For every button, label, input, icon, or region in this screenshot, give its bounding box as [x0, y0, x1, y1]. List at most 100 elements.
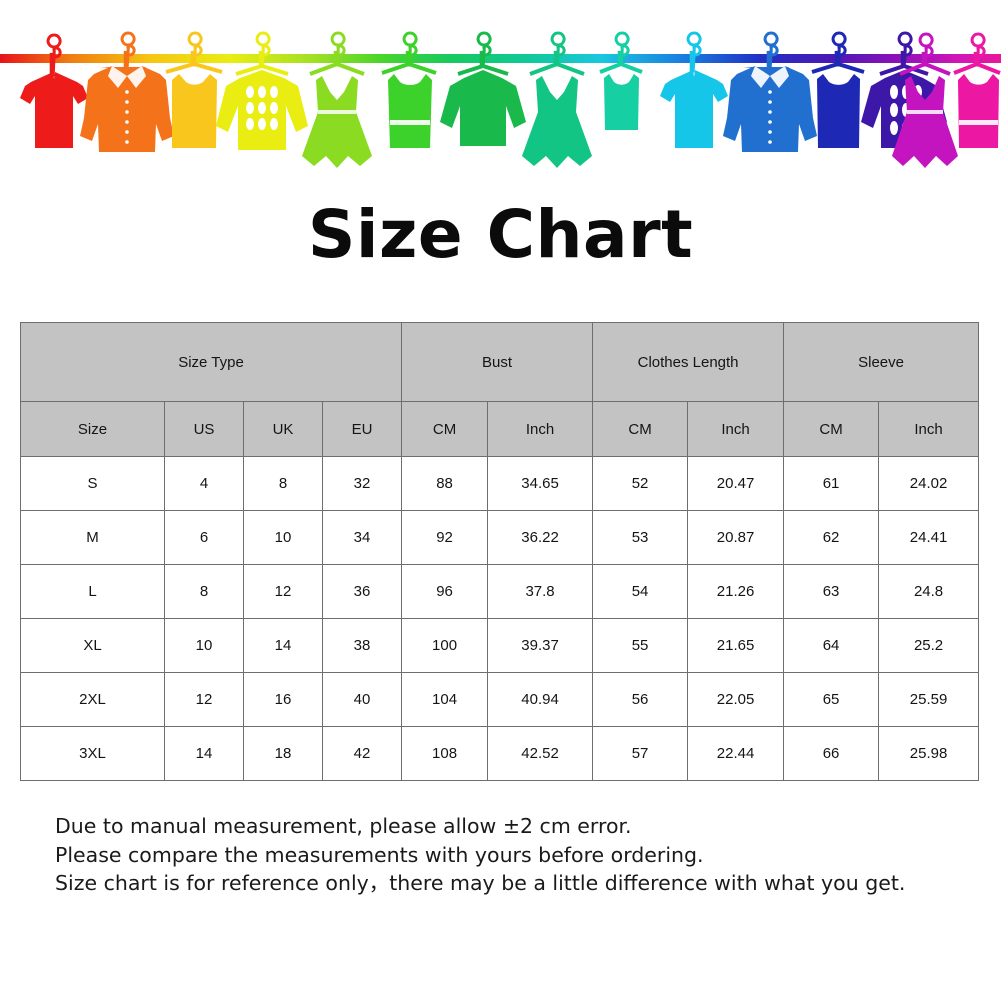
garment-tank-6: [381, 31, 437, 148]
garment-shirt-11: [723, 31, 817, 152]
cell-us: 12: [164, 672, 244, 727]
cell-us: 14: [164, 726, 244, 781]
cell-length-cm: 57: [592, 726, 689, 781]
garment-tank-3: [165, 31, 223, 148]
cell-size: 3XL: [20, 726, 165, 781]
cell-length-inch: 20.47: [687, 456, 785, 511]
cell-size: 2XL: [20, 672, 165, 727]
cell-bust-inch: 39.37: [487, 618, 594, 673]
cell-size: M: [20, 510, 165, 565]
cell-bust-cm: 104: [401, 672, 489, 727]
size-chart-table-wrap: Size Type Bust Clothes Length Sleeve Siz…: [19, 322, 980, 781]
group-header-size-type: Size Type: [19, 322, 403, 402]
cell-sleeve-inch: 25.2: [878, 618, 980, 673]
cell-length-cm: 56: [592, 672, 689, 727]
cell-length-cm: 53: [592, 510, 689, 565]
table-row: XL 10 14 38 100 39.37 55 21.65 64 25.2: [20, 618, 980, 673]
garment-sweater-7: [440, 31, 526, 146]
cell-sleeve-cm: 66: [783, 726, 880, 781]
clothes-line: [0, 54, 1001, 63]
cell-us: 4: [164, 456, 244, 511]
cell-sleeve-inch: 24.02: [878, 456, 980, 511]
cell-bust-inch: 34.65: [487, 456, 594, 511]
garment-dress-8: [522, 31, 592, 168]
page-title: Size Chart: [307, 196, 694, 273]
cell-bust-cm: 108: [401, 726, 489, 781]
garment-tank-9: [599, 31, 643, 130]
cell-sleeve-cm: 63: [783, 564, 880, 619]
garment-dress-5: [302, 31, 372, 168]
cell-sleeve-cm: 65: [783, 672, 880, 727]
table-row: L 8 12 36 96 37.8 54 21.26 63 24.8: [20, 564, 980, 619]
garment-tank-12: [811, 31, 865, 148]
table-row: 3XL 14 18 42 108 42.52 57 22.44 66 25.98: [20, 726, 980, 781]
sub-header-uk: UK: [243, 401, 323, 457]
sub-header-sleeve-inch: Inch: [878, 401, 980, 457]
cell-uk: 10: [243, 510, 323, 565]
cell-uk: 14: [243, 618, 323, 673]
cell-eu: 42: [321, 726, 403, 781]
cell-length-cm: 54: [592, 564, 689, 619]
cell-length-inch: 22.44: [687, 726, 785, 781]
cell-eu: 34: [321, 510, 403, 565]
cell-eu: 40: [321, 672, 403, 727]
cell-uk: 18: [243, 726, 323, 781]
garment-tshirt-1: [20, 33, 88, 148]
cell-size: S: [20, 456, 165, 511]
sub-header-bust-cm: CM: [401, 401, 489, 457]
cell-sleeve-cm: 61: [783, 456, 880, 511]
cell-eu: 36: [321, 564, 403, 619]
cell-eu: 38: [321, 618, 403, 673]
cell-bust-cm: 92: [401, 510, 489, 565]
cell-bust-inch: 40.94: [487, 672, 594, 727]
cell-bust-cm: 100: [401, 618, 489, 673]
table-group-header-row: Size Type Bust Clothes Length Sleeve: [19, 322, 980, 402]
garment-sweater-4: [216, 31, 308, 150]
cell-size: L: [20, 564, 165, 619]
note-line-1: Due to manual measurement, please allow …: [55, 814, 632, 838]
cell-length-inch: 21.26: [687, 564, 785, 619]
table-body: S 4 8 32 88 34.65 52 20.47 61 24.02 M 6 …: [20, 456, 980, 781]
cell-length-cm: 52: [592, 456, 689, 511]
group-header-sleeve: Sleeve: [783, 322, 980, 402]
cell-sleeve-cm: 64: [783, 618, 880, 673]
cell-sleeve-inch: 24.41: [878, 510, 980, 565]
cell-bust-inch: 36.22: [487, 510, 594, 565]
garment-shirt-2: [80, 31, 174, 152]
garment-tshirt-10: [660, 31, 728, 148]
table-row: M 6 10 34 92 36.22 53 20.87 62 24.41: [20, 510, 980, 565]
cell-sleeve-inch: 24.8: [878, 564, 980, 619]
garment-dress-magenta-main: [892, 32, 958, 168]
cell-us: 6: [164, 510, 244, 565]
cell-sleeve-cm: 62: [783, 510, 880, 565]
table-sub-header-row: Size US UK EU CM Inch CM Inch CM Inch: [20, 401, 980, 457]
cell-length-inch: 22.05: [687, 672, 785, 727]
group-header-bust: Bust: [401, 322, 594, 402]
group-header-clothes-length: Clothes Length: [592, 322, 785, 402]
cell-sleeve-inch: 25.98: [878, 726, 980, 781]
cell-length-cm: 55: [592, 618, 689, 673]
sub-header-us: US: [164, 401, 244, 457]
size-chart-table: Size Type Bust Clothes Length Sleeve Siz…: [19, 322, 980, 781]
sub-header-eu: EU: [321, 401, 403, 457]
table-row: 2XL 12 16 40 104 40.94 56 22.05 65 25.59: [20, 672, 980, 727]
cell-uk: 8: [243, 456, 323, 511]
cell-us: 8: [164, 564, 244, 619]
cell-sleeve-inch: 25.59: [878, 672, 980, 727]
cell-bust-cm: 88: [401, 456, 489, 511]
cell-bust-inch: 37.8: [487, 564, 594, 619]
sub-header-length-inch: Inch: [687, 401, 785, 457]
cell-uk: 12: [243, 564, 323, 619]
sub-header-length-cm: CM: [592, 401, 689, 457]
cell-eu: 32: [321, 456, 403, 511]
note-line-3: Size chart is for reference only，there m…: [55, 871, 906, 895]
garment-tank-15-pink: [953, 32, 1001, 148]
cell-uk: 16: [243, 672, 323, 727]
note-line-2: Please compare the measurements with you…: [55, 842, 704, 867]
sub-header-size: Size: [20, 401, 165, 457]
cell-bust-cm: 96: [401, 564, 489, 619]
sub-header-sleeve-cm: CM: [783, 401, 880, 457]
table-head: Size Type Bust Clothes Length Sleeve Siz…: [19, 322, 980, 457]
table-row: S 4 8 32 88 34.65 52 20.47 61 24.02: [20, 456, 980, 511]
sub-header-bust-inch: Inch: [487, 401, 594, 457]
